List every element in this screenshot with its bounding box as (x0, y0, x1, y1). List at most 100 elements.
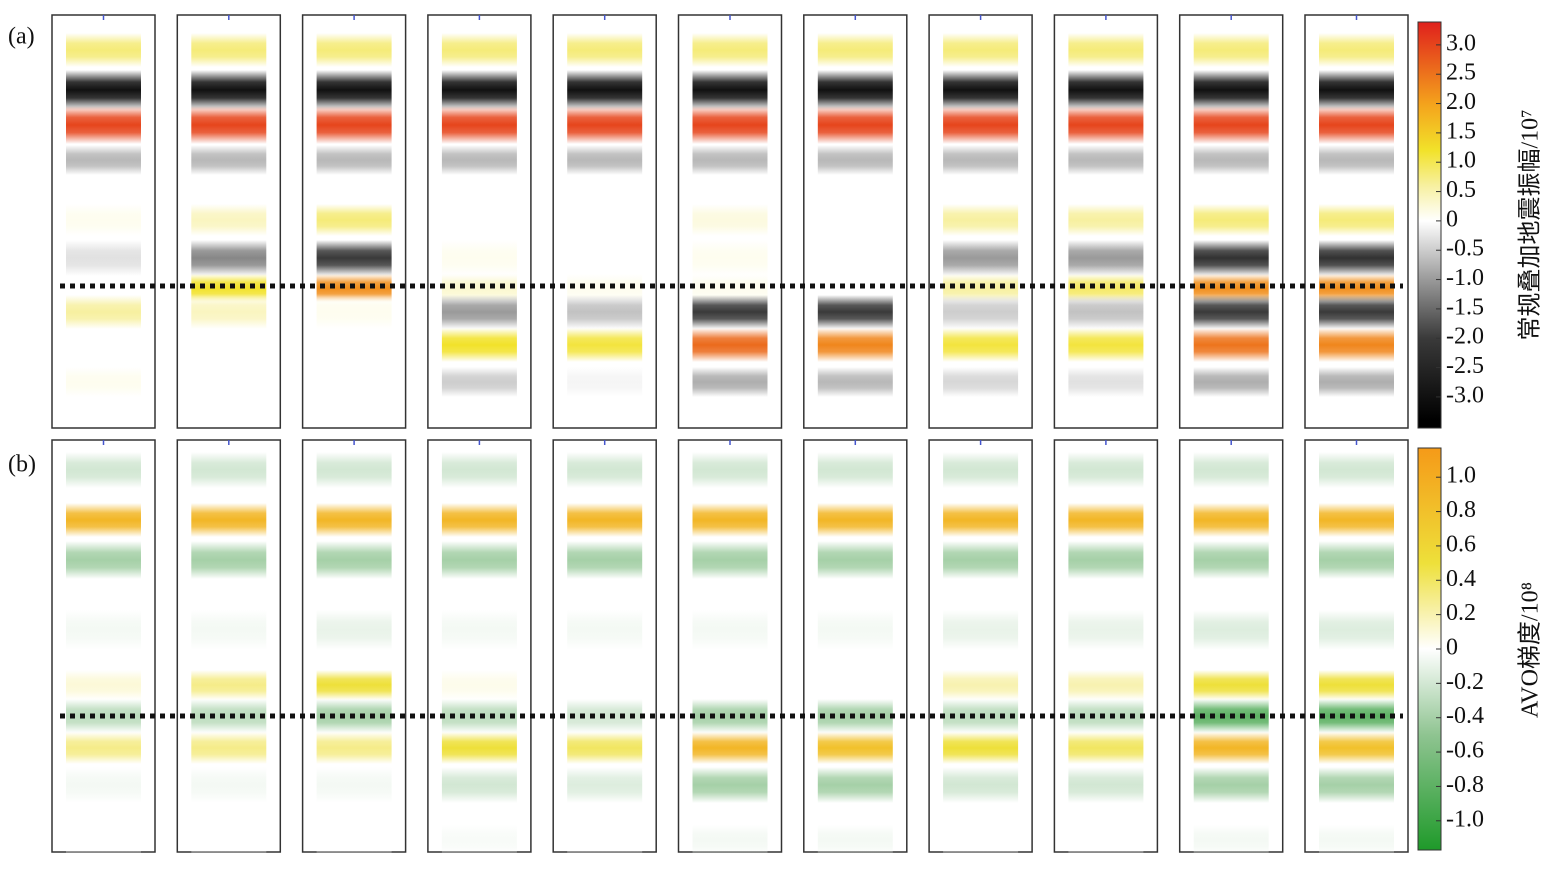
amplitude-band (817, 204, 893, 236)
amplitude-band (441, 732, 517, 764)
amplitude-band (692, 825, 768, 855)
amplitude-band (316, 610, 392, 650)
amplitude-band (692, 670, 768, 700)
amplitude-band (692, 767, 768, 803)
amplitude-band (316, 328, 392, 362)
amplitude-band (1068, 541, 1144, 579)
amplitude-band (817, 328, 893, 362)
amplitude-band (441, 541, 517, 579)
panel-label: (b) (8, 452, 36, 478)
amplitude-band (1068, 33, 1144, 67)
amplitude-band (1068, 610, 1144, 650)
amplitude-band (1319, 70, 1394, 110)
amplitude-band (316, 767, 392, 803)
colorbar-tick-label: 1.5 (1446, 118, 1476, 144)
amplitude-band (567, 503, 643, 537)
amplitude-band (943, 610, 1019, 650)
amplitude-band (817, 70, 893, 110)
colorbar-tick-label: 0.6 (1446, 531, 1476, 557)
amplitude-band (943, 145, 1019, 175)
amplitude-band (441, 240, 517, 276)
colorbar-tick-label: 2.0 (1446, 89, 1476, 115)
amplitude-band (66, 33, 141, 67)
amplitude-band (316, 145, 392, 175)
amplitude-band (567, 452, 643, 488)
amplitude-band (66, 541, 141, 579)
amplitude-band (692, 204, 768, 236)
amplitude-band (1319, 328, 1394, 362)
amplitude-band (66, 145, 141, 175)
amplitude-band (66, 295, 141, 329)
amplitude-band (66, 670, 141, 700)
amplitude-band (191, 610, 267, 650)
amplitude-band (943, 541, 1019, 579)
amplitude-band (1319, 145, 1394, 175)
amplitude-band (567, 70, 643, 110)
colorbar-tick-label: -1.5 (1446, 294, 1484, 320)
amplitude-band (1193, 541, 1269, 579)
colorbar-title: AVO梯度/10⁸ (1517, 582, 1544, 718)
amplitude-band (441, 767, 517, 803)
amplitude-band (1319, 204, 1394, 236)
amplitude-band (943, 328, 1019, 362)
amplitude-band (567, 106, 643, 144)
amplitude-band (567, 204, 643, 236)
amplitude-band (191, 732, 267, 764)
amplitude-band (1193, 732, 1269, 764)
amplitude-band (692, 367, 768, 397)
amplitude-band (817, 240, 893, 276)
amplitude-band (441, 204, 517, 236)
amplitude-band (316, 106, 392, 144)
amplitude-band (1068, 240, 1144, 276)
amplitude-band (441, 452, 517, 488)
amplitude-band (817, 33, 893, 67)
amplitude-band (1319, 610, 1394, 650)
amplitude-band (943, 204, 1019, 236)
amplitude-band (316, 70, 392, 110)
amplitude-band (66, 70, 141, 110)
amplitude-band (316, 670, 392, 700)
amplitude-band (817, 541, 893, 579)
amplitude-band (1319, 503, 1394, 537)
amplitude-band (441, 610, 517, 650)
amplitude-band (1068, 145, 1144, 175)
amplitude-band (191, 825, 267, 855)
amplitude-band (567, 367, 643, 397)
colorbar-tick-label: -1.0 (1446, 806, 1484, 832)
colorbar-tick-label: -0.6 (1446, 738, 1484, 764)
amplitude-band (441, 70, 517, 110)
amplitude-band (441, 367, 517, 397)
amplitude-band (567, 732, 643, 764)
amplitude-band (191, 240, 267, 276)
colorbar-tick-label: 0.8 (1446, 497, 1476, 523)
colorbar-tick-label: 0.5 (1446, 177, 1476, 203)
amplitude-band (567, 145, 643, 175)
amplitude-band (943, 452, 1019, 488)
amplitude-band (316, 825, 392, 855)
amplitude-band (943, 670, 1019, 700)
amplitude-band (191, 204, 267, 236)
amplitude-band (441, 503, 517, 537)
amplitude-band (1193, 610, 1269, 650)
amplitude-band (1193, 240, 1269, 276)
amplitude-band (943, 33, 1019, 67)
colorbar-tick-label: -0.8 (1446, 772, 1484, 798)
amplitude-band (191, 452, 267, 488)
amplitude-band (1068, 328, 1144, 362)
amplitude-band (817, 145, 893, 175)
amplitude-band (567, 610, 643, 650)
amplitude-band (441, 145, 517, 175)
amplitude-band (316, 732, 392, 764)
amplitude-band (943, 767, 1019, 803)
amplitude-band (1193, 106, 1269, 144)
amplitude-band (1193, 33, 1269, 67)
amplitude-band (1319, 295, 1394, 329)
amplitude-band (817, 503, 893, 537)
amplitude-band (191, 767, 267, 803)
amplitude-band (692, 240, 768, 276)
amplitude-band (1319, 825, 1394, 855)
amplitude-band (943, 503, 1019, 537)
amplitude-band (817, 452, 893, 488)
amplitude-band (1193, 367, 1269, 397)
amplitude-band (66, 328, 141, 362)
